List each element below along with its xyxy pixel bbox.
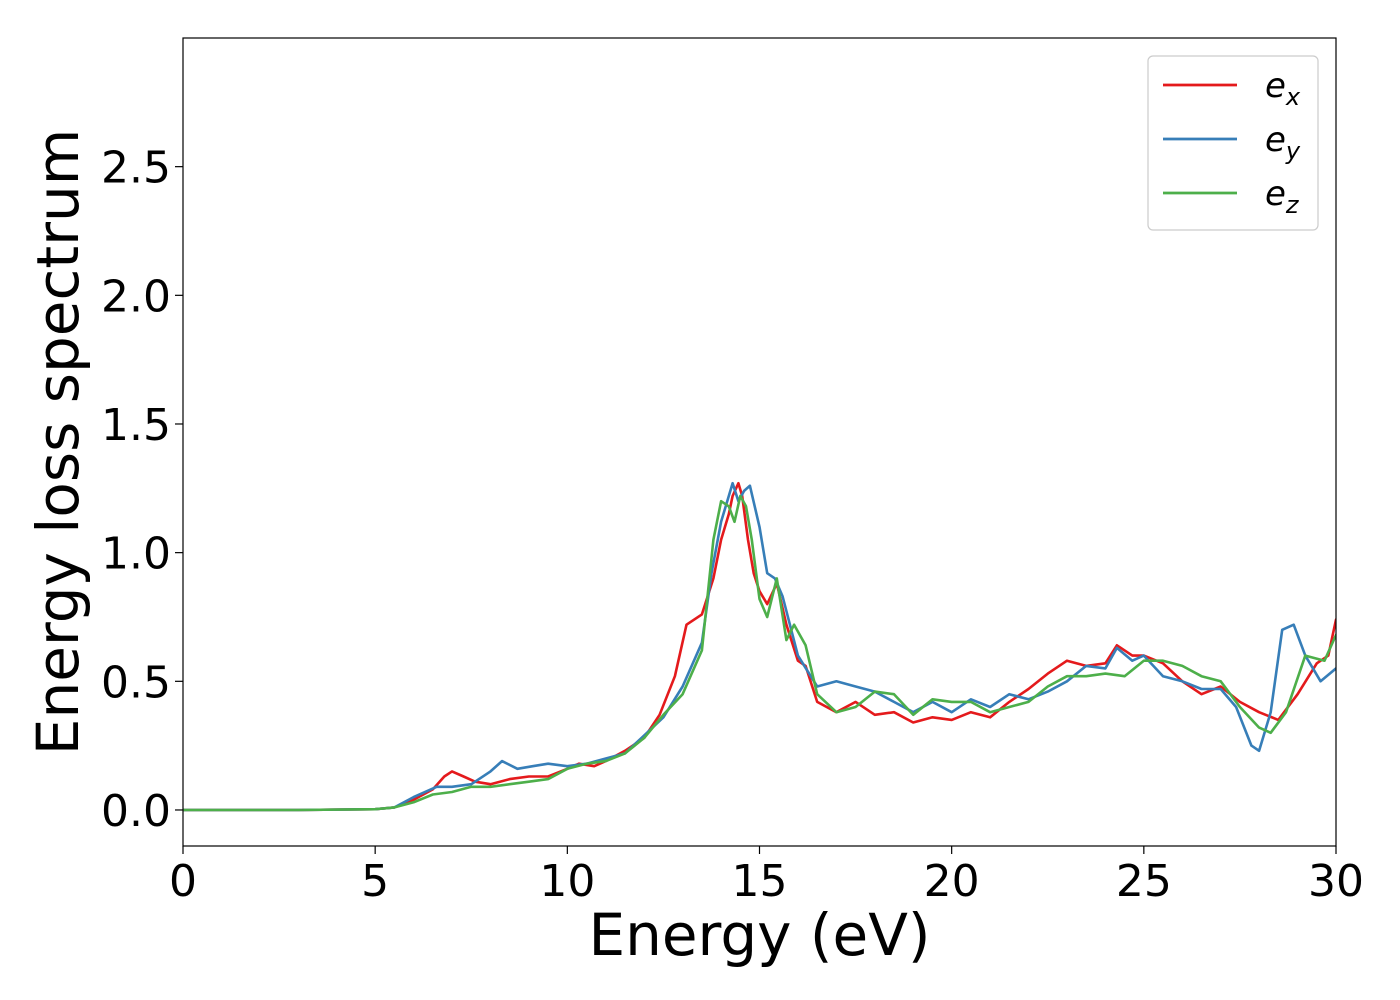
y-tick-label: 0.5 [101, 657, 171, 708]
x-tick-label: 0 [169, 856, 197, 907]
y-axis-ticks: 0.0 0.5 1.0 1.5 2.0 2.5 [101, 143, 183, 837]
series-line-z [183, 494, 1336, 812]
x-tick-label: 10 [539, 856, 595, 907]
y-tick-label: 2.5 [101, 143, 171, 194]
y-tick-label: 2.0 [101, 271, 171, 322]
x-tick-label: 30 [1308, 856, 1364, 907]
x-axis-title: Energy (eV) [588, 901, 930, 969]
x-tick-label: 5 [361, 856, 389, 907]
legend-box [1147, 55, 1319, 231]
x-tick-label: 15 [732, 856, 788, 907]
y-axis-title: Energy loss spectrum [24, 129, 92, 755]
x-tick-label: 25 [1116, 856, 1172, 907]
y-tick-label: 1.5 [101, 400, 171, 451]
series-layer [183, 481, 1336, 812]
y-tick-label: 1.0 [101, 529, 171, 580]
y-tick-label: 0.0 [101, 786, 171, 837]
series-line-y [183, 481, 1336, 812]
x-tick-label: 20 [924, 856, 980, 907]
x-axis-ticks: 0 5 10 15 20 25 30 [169, 846, 1364, 907]
